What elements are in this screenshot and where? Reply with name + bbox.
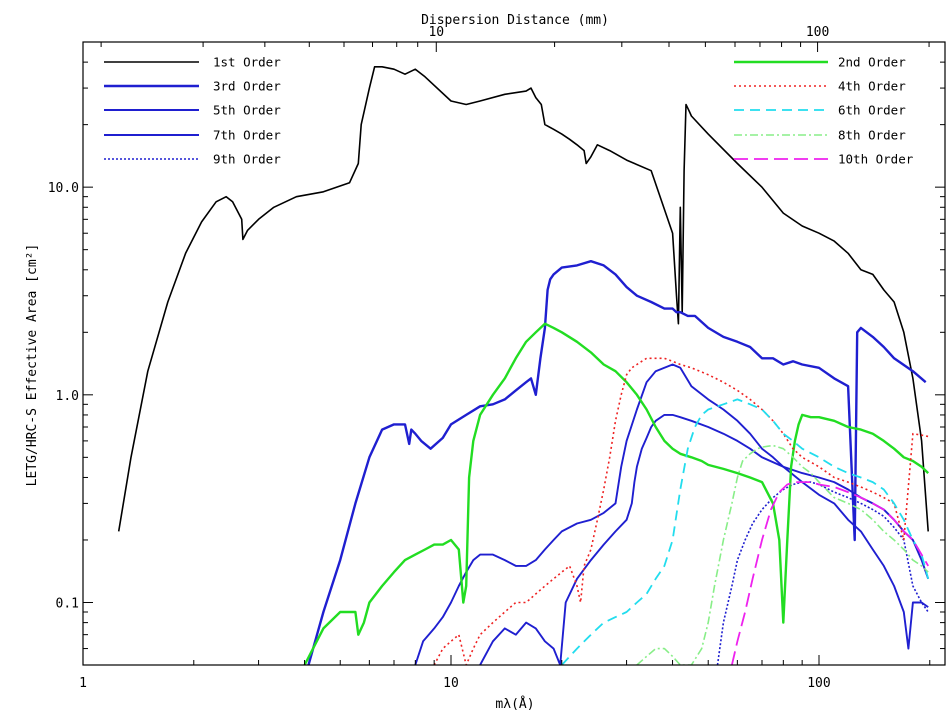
x2-tick-label: 100: [806, 25, 829, 40]
legend-label-right-2: 4th Order: [838, 79, 906, 94]
legend: 1st Order 3rd Order 5th Order 7th Order 9th …: [104, 55, 914, 167]
series-line-6: [303, 322, 930, 665]
y-tick-label: 1.0: [56, 389, 79, 404]
series-line-5: [716, 481, 929, 665]
x-tick-label: 1: [79, 676, 87, 691]
legend-label-right-4: 8th Order: [838, 128, 906, 143]
legend-label-left-1: 1st Order: [213, 55, 281, 70]
y-tick-label: 0.1: [56, 596, 79, 611]
plot-frame: [82, 41, 946, 666]
x2-tick-label: 10: [428, 25, 444, 40]
legend-label-left-5: 9th Order: [213, 152, 281, 167]
legend-label-left-3: 5th Order: [213, 103, 281, 118]
series-line-1: [117, 66, 929, 532]
legend-label-left-4: 7th Order: [213, 128, 281, 143]
y-tick-label: 10.0: [48, 181, 79, 196]
legend-label-right-3: 6th Order: [838, 103, 906, 118]
series-line-2: [307, 260, 927, 665]
top-axis-title: Dispersion Distance (mm): [421, 13, 609, 28]
x-tick-label: 100: [807, 676, 830, 691]
series-line-4: [414, 363, 929, 665]
ticks-layer: 1 10 100 0.1 1.0 10.0 10 100: [48, 25, 945, 691]
series-line-9: [636, 444, 929, 665]
series-line-3: [479, 413, 930, 665]
series-line-10: [731, 481, 929, 665]
legend-label-right-5: 10th Order: [838, 152, 914, 167]
series-line-8: [561, 398, 930, 665]
legend-label-left-2: 3rd Order: [213, 79, 281, 94]
x-axis-title: mλ(Å): [495, 696, 534, 712]
series-layer: [117, 66, 930, 665]
y-axis-title: LETG/HRC-S Effective Area [cm²]: [25, 244, 40, 487]
legend-label-right-1: 2nd Order: [838, 55, 906, 70]
x-tick-label: 10: [443, 676, 459, 691]
